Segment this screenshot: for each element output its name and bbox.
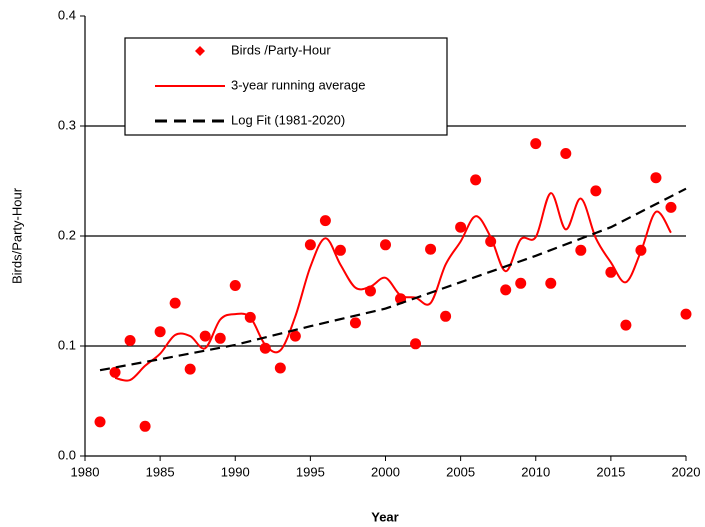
- x-tick-label: 2000: [371, 464, 400, 479]
- data-point: [274, 362, 286, 374]
- data-point: [304, 239, 316, 251]
- legend-label: Log Fit (1981-2020): [231, 112, 345, 127]
- data-point: [545, 277, 557, 289]
- data-point: [650, 172, 662, 184]
- x-tick-label: 2010: [521, 464, 550, 479]
- data-point: [665, 201, 677, 213]
- data-point: [319, 215, 331, 227]
- data-point: [259, 342, 271, 354]
- y-tick-label: 0.2: [58, 227, 76, 242]
- data-point: [349, 317, 361, 329]
- data-point: [184, 363, 196, 375]
- data-point: [139, 420, 151, 432]
- legend-label: Birds /Party-Hour: [231, 42, 331, 57]
- data-point: [94, 416, 106, 428]
- data-point: [590, 185, 602, 197]
- x-tick-label: 2015: [596, 464, 625, 479]
- data-point: [515, 277, 527, 289]
- legend: Birds /Party-Hour 3-year running average L…: [124, 37, 448, 136]
- data-point: [124, 335, 136, 346]
- x-tick-label: 1980: [71, 464, 100, 479]
- data-point: [199, 330, 211, 342]
- data-point: [560, 148, 572, 159]
- data-point: [214, 332, 226, 344]
- data-point: [530, 138, 542, 150]
- data-point: [620, 319, 632, 331]
- y-tick-label: 0.3: [58, 117, 76, 132]
- legend-label: 3-year running average: [231, 77, 365, 92]
- data-point: [154, 326, 166, 338]
- y-tick-label: 0.4: [58, 7, 76, 22]
- data-point: [425, 243, 437, 255]
- data-point: [605, 266, 617, 278]
- data-point: [380, 239, 391, 251]
- data-point: [229, 280, 241, 291]
- x-tick-label: 1995: [296, 464, 325, 479]
- data-point: [680, 308, 692, 320]
- data-point: [410, 338, 422, 350]
- data-point: [334, 244, 346, 256]
- running-average-line: [114, 192, 672, 382]
- data-point: [575, 244, 587, 256]
- data-point: [470, 174, 482, 186]
- y-tick-label: 0.0: [58, 447, 76, 462]
- y-axis-label: Birds/Party-Hour: [9, 187, 24, 284]
- data-point: [109, 366, 121, 378]
- fit-line: [99, 187, 687, 372]
- x-axis-label: Year: [371, 509, 398, 524]
- data-point: [440, 310, 452, 322]
- x-tick-label: 1990: [221, 464, 250, 479]
- y-tick-label: 0.1: [58, 337, 76, 352]
- x-tick-label: 2005: [446, 464, 475, 479]
- x-tick-label: 2020: [672, 464, 701, 479]
- legend-marker: [195, 46, 205, 56]
- data-point: [500, 284, 512, 296]
- data-point: [455, 221, 467, 233]
- x-tick-label: 1985: [146, 464, 175, 479]
- data-point: [289, 330, 301, 342]
- data-point: [169, 297, 181, 309]
